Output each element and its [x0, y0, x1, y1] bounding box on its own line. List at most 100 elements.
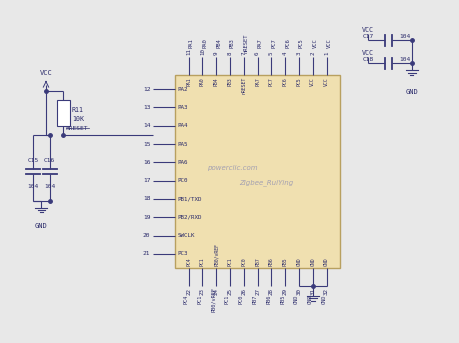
Text: PC6: PC6 [285, 39, 290, 48]
Text: 2: 2 [310, 52, 314, 55]
Text: R11: R11 [72, 107, 84, 113]
Text: nRESET: nRESET [66, 126, 88, 131]
Text: nRESET: nRESET [241, 77, 246, 94]
Text: VCC: VCC [39, 71, 52, 76]
Text: VCC: VCC [324, 77, 328, 86]
Text: powerclic.com: powerclic.com [207, 165, 257, 171]
Text: PB0/vREF: PB0/vREF [211, 287, 216, 312]
Text: 21: 21 [143, 251, 150, 256]
Text: PB6: PB6 [269, 257, 273, 266]
Text: 9: 9 [213, 52, 218, 55]
Text: Zigbee_RuiYing: Zigbee_RuiYing [238, 180, 292, 186]
Text: PC0: PC0 [241, 257, 246, 266]
Text: SWCLK: SWCLK [177, 233, 195, 238]
Text: PB4: PB4 [213, 77, 218, 86]
Text: 10K: 10K [72, 116, 84, 122]
Text: GND: GND [35, 223, 48, 229]
Text: PB5: PB5 [280, 295, 285, 304]
Text: PA4: PA4 [177, 123, 188, 128]
Text: 32: 32 [324, 288, 328, 295]
Text: PB5: PB5 [282, 257, 287, 266]
Text: PA0: PA0 [202, 39, 207, 48]
Text: 7: 7 [241, 52, 246, 55]
Text: PC1: PC1 [227, 257, 232, 266]
Text: 19: 19 [143, 215, 150, 220]
Text: PB3: PB3 [227, 77, 232, 86]
Text: 28: 28 [269, 288, 273, 295]
Bar [57, 100, 70, 126]
Text: PB0/vREF: PB0/vREF [213, 243, 218, 266]
Text: VCC: VCC [312, 39, 317, 48]
Text: PC3: PC3 [177, 251, 188, 256]
Text: PC4: PC4 [183, 295, 188, 304]
Text: GND: GND [404, 89, 417, 95]
Text: PB7: PB7 [255, 257, 259, 266]
Text: 20: 20 [143, 233, 150, 238]
Text: GND: GND [321, 295, 326, 304]
Text: PA1: PA1 [188, 39, 193, 48]
Text: PB3: PB3 [230, 39, 235, 48]
Text: PC6: PC6 [282, 77, 287, 86]
Text: PB4: PB4 [216, 39, 221, 48]
Text: PC4: PC4 [186, 257, 190, 266]
Text: 23: 23 [200, 288, 204, 295]
Text: 104: 104 [28, 184, 39, 189]
Text: PA5: PA5 [177, 142, 188, 146]
Text: PA3: PA3 [177, 105, 188, 110]
Text: GND: GND [293, 295, 298, 304]
Text: C18: C18 [362, 57, 373, 62]
Text: PC7: PC7 [269, 77, 273, 86]
Text: 25: 25 [227, 288, 232, 295]
Text: 6: 6 [255, 52, 259, 55]
Bar [174, 75, 340, 268]
Text: 27: 27 [255, 288, 259, 295]
Text: 22: 22 [186, 288, 190, 295]
Text: PA6: PA6 [177, 160, 188, 165]
Text: PC1: PC1 [197, 295, 202, 304]
Text: 13: 13 [143, 105, 150, 110]
Text: PC5: PC5 [296, 77, 301, 86]
Text: 31: 31 [310, 288, 314, 295]
Text: 11: 11 [186, 48, 190, 55]
Text: PA0: PA0 [200, 77, 204, 86]
Text: 30: 30 [296, 288, 301, 295]
Text: PC0: PC0 [238, 295, 243, 304]
Text: 5: 5 [269, 52, 273, 55]
Text: PA7: PA7 [257, 39, 262, 48]
Text: nRESET: nRESET [243, 34, 248, 53]
Text: GND: GND [307, 295, 312, 304]
Text: 4: 4 [282, 52, 287, 55]
Text: 16: 16 [143, 160, 150, 165]
Text: GND: GND [324, 257, 328, 266]
Text: GND: GND [296, 257, 301, 266]
Text: PC0: PC0 [177, 178, 188, 183]
Text: PB7: PB7 [252, 295, 257, 304]
Text: C17: C17 [362, 34, 373, 39]
Text: VCC: VCC [310, 77, 314, 86]
Text: PB6: PB6 [266, 295, 271, 304]
Text: VCC: VCC [326, 39, 331, 48]
Text: 26: 26 [241, 288, 246, 295]
Text: PB1/TXD: PB1/TXD [177, 197, 202, 201]
Text: 8: 8 [227, 52, 232, 55]
Text: 104: 104 [44, 184, 55, 189]
Text: C15: C15 [28, 158, 39, 163]
Text: GND: GND [310, 257, 314, 266]
Text: 104: 104 [398, 57, 409, 62]
Text: 24: 24 [213, 288, 218, 295]
Text: 29: 29 [282, 288, 287, 295]
Text: 10: 10 [200, 48, 204, 55]
Text: 15: 15 [143, 142, 150, 146]
Text: 18: 18 [143, 197, 150, 201]
Text: 17: 17 [143, 178, 150, 183]
Text: PC1: PC1 [224, 295, 230, 304]
Text: C16: C16 [44, 158, 55, 163]
Text: PC5: PC5 [298, 39, 303, 48]
Text: PB2/RXD: PB2/RXD [177, 215, 202, 220]
Text: 14: 14 [143, 123, 150, 128]
Text: 12: 12 [143, 87, 150, 92]
Text: PA2: PA2 [177, 87, 188, 92]
Text: VCC: VCC [361, 27, 373, 33]
Text: PA7: PA7 [255, 77, 259, 86]
Text: 1: 1 [324, 52, 328, 55]
